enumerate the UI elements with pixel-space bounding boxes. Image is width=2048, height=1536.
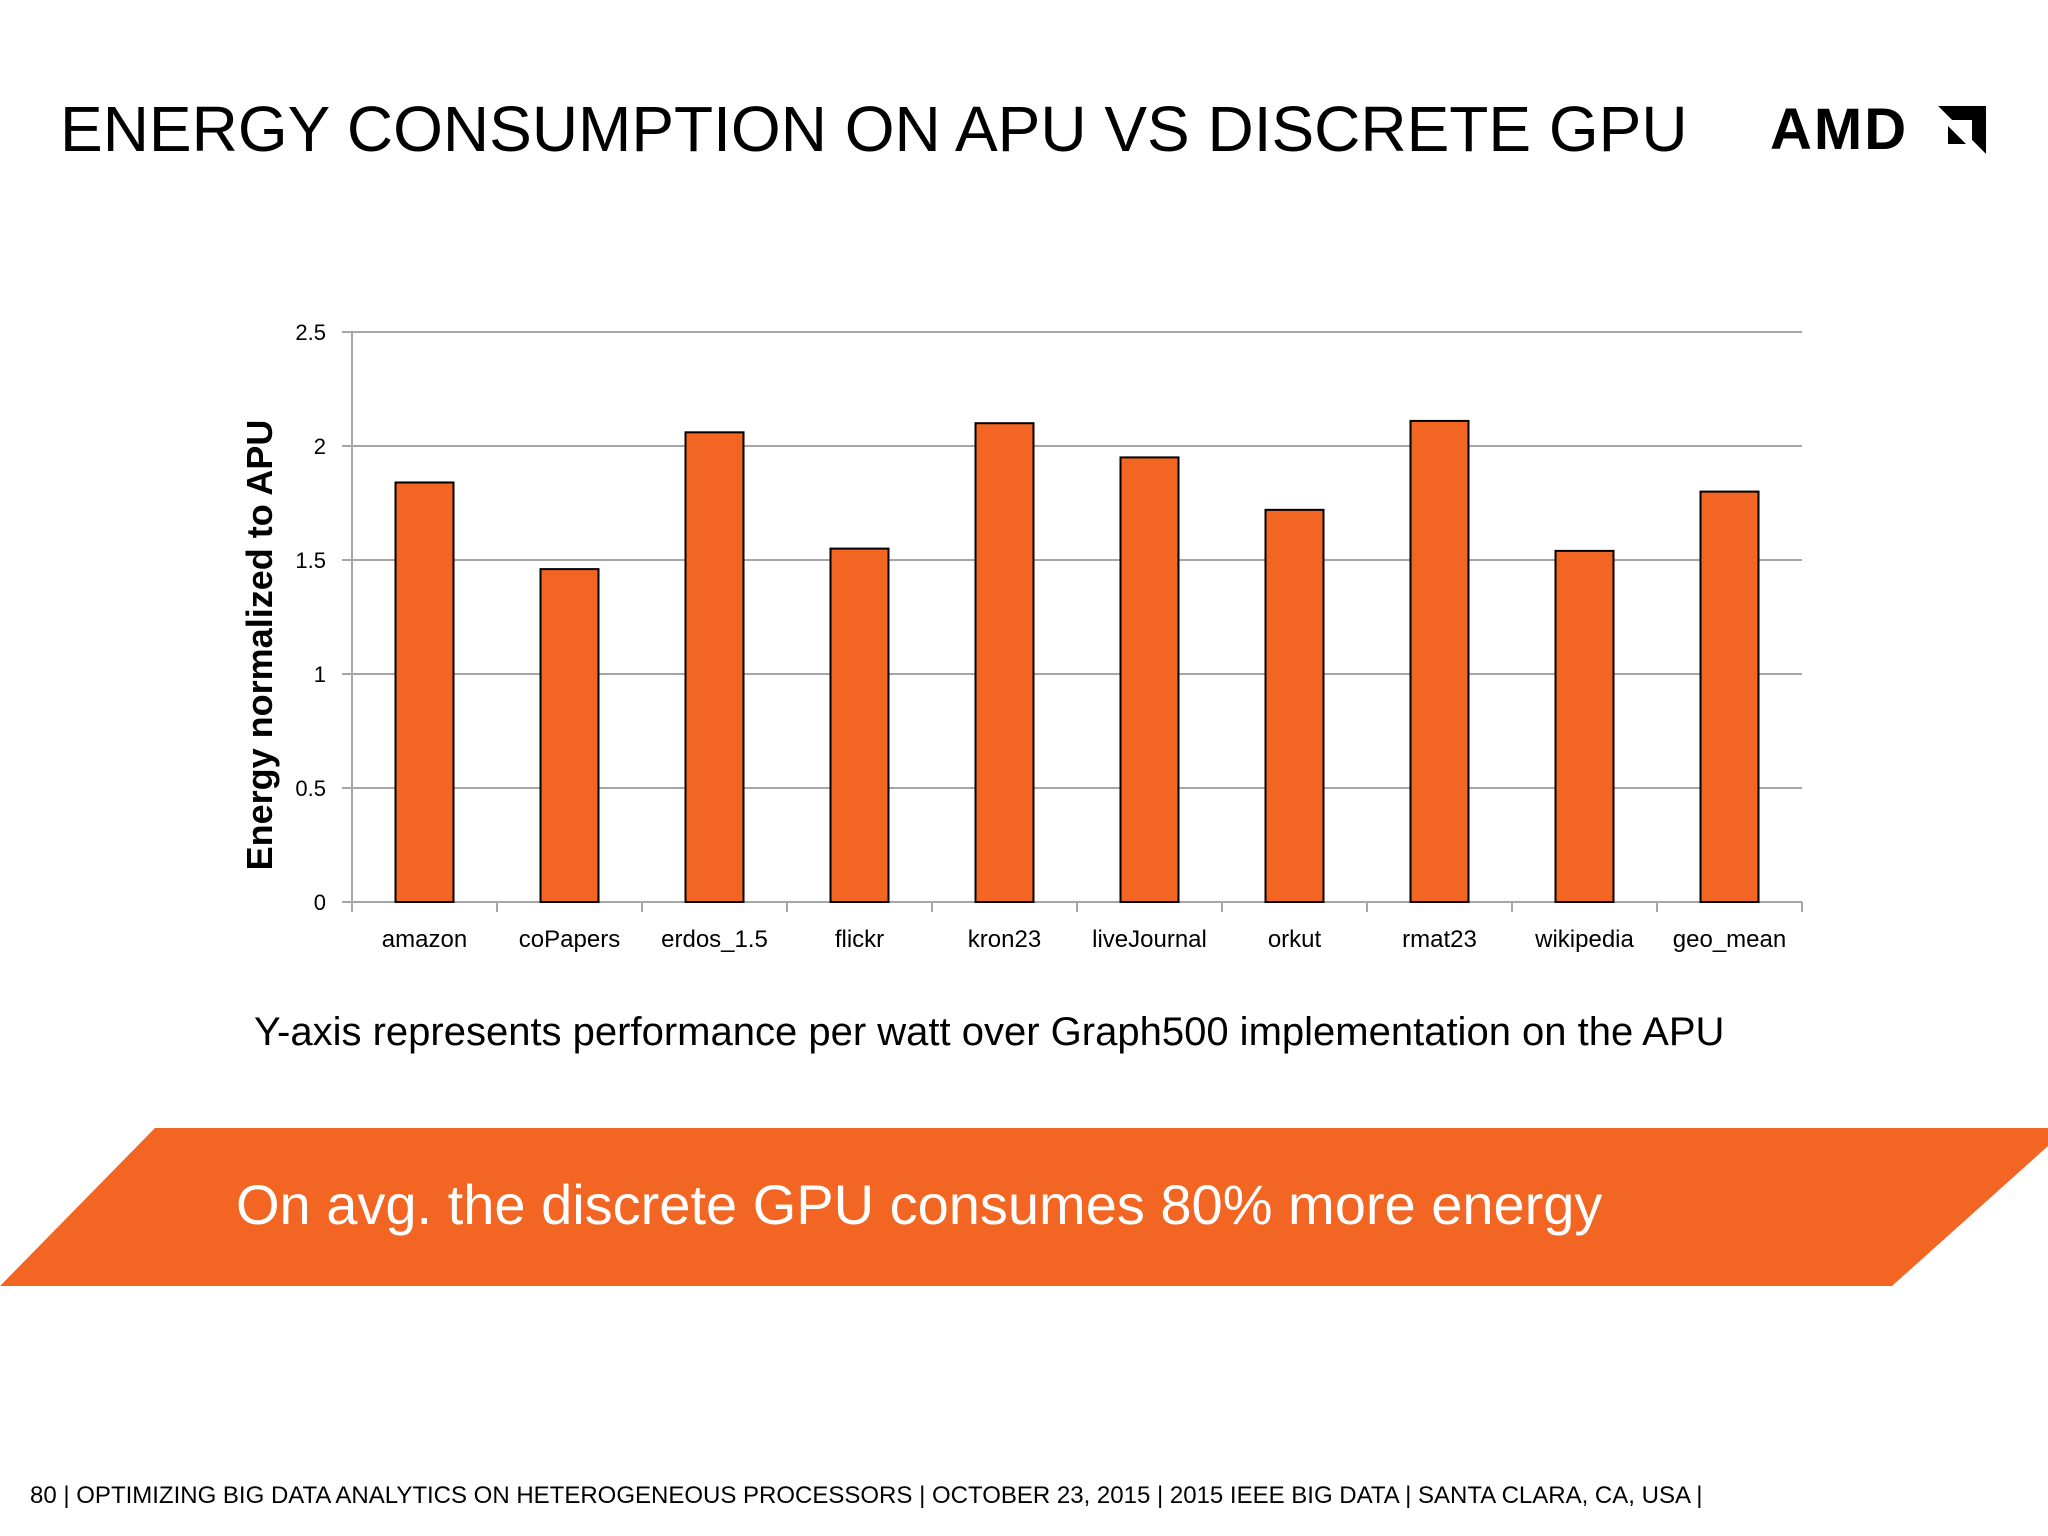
y-tick-label: 1.5 [295, 548, 326, 573]
x-tick-label: liveJournal [1092, 926, 1207, 953]
bar-erdos-1-5 [684, 431, 745, 903]
slide-title: ENERGY CONSUMPTION ON APU VS DISCRETE GP… [60, 93, 1688, 165]
logo-text: AMD [1770, 97, 1909, 162]
bar-kron23 [974, 422, 1035, 903]
y-tick-label: 2 [314, 434, 326, 459]
x-tick-label: coPapers [519, 926, 620, 953]
y-tick-label: 2.5 [295, 320, 326, 345]
bar-wikipedia [1554, 549, 1615, 903]
x-tick-label: rmat23 [1402, 926, 1477, 953]
slide-footer: 80 | OPTIMIZING BIG DATA ANALYTICS ON HE… [30, 1482, 1703, 1509]
x-tick-label: geo_mean [1673, 926, 1786, 953]
y-tick-label: 0 [314, 890, 326, 915]
bar-geo-mean [1699, 490, 1760, 903]
bar-copapers [539, 568, 600, 903]
chart-subtitle: Y-axis represents performance per watt o… [254, 1010, 1725, 1054]
chart-svg: 0 0.5 1 1.5 2 2.5 amazon coPapers erdos_1.5 flick… [239, 320, 1803, 953]
bar-chart: 0 0.5 1 1.5 2 2.5 amazon coPapers erdos_1.5 flick… [239, 320, 1803, 953]
x-tick-label: amazon [382, 926, 467, 953]
y-axis-label: Energy normalized to APU [239, 420, 280, 871]
callout-text: On avg. the discrete GPU consumes 80% mo… [236, 1173, 1603, 1236]
x-tick-label: kron23 [968, 926, 1041, 953]
bar-rmat23 [1409, 419, 1470, 903]
bar-amazon [394, 481, 455, 903]
x-tick-label: flickr [835, 926, 884, 953]
bar-livejournal [1119, 456, 1180, 903]
x-tick-label: orkut [1268, 926, 1322, 953]
y-tick-label: 1 [314, 662, 326, 687]
callout-banner [0, 1128, 2048, 1286]
x-tick-label: wikipedia [1534, 926, 1634, 953]
amd-arrow-icon [1938, 106, 1986, 154]
y-tick-label: 0.5 [295, 776, 326, 801]
amd-logo: AMD [1770, 100, 1990, 160]
bar-orkut [1264, 508, 1325, 903]
x-tick-label: erdos_1.5 [661, 926, 768, 953]
bar-flickr [829, 547, 890, 903]
